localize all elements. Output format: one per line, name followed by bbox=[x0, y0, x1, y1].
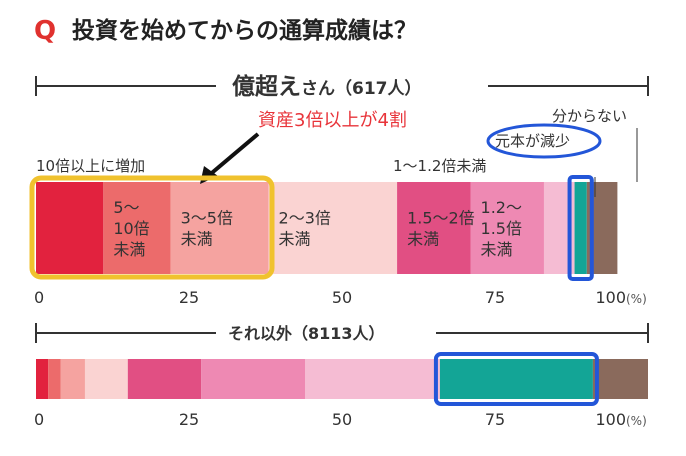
chart2-bar-6 bbox=[201, 359, 306, 399]
chart1-tick-25: 25 bbox=[179, 288, 199, 307]
annotation-text: 資産3倍以上が4割 bbox=[258, 110, 407, 131]
chart1-loss-circle bbox=[486, 123, 602, 159]
chart1-bar-label-4: 2〜3倍未満 bbox=[279, 209, 331, 249]
chart1-title-main: 億超え bbox=[232, 73, 301, 100]
chart2-tick-75: 75 bbox=[485, 410, 505, 429]
chart2-bar-5 bbox=[127, 359, 202, 399]
chart2-bar-7 bbox=[305, 359, 440, 399]
chart1-callout-10x: 10倍以上に増加 bbox=[36, 157, 145, 175]
chart1-highlight-box-3x-plus bbox=[29, 175, 275, 280]
chart1-bar-6 bbox=[470, 182, 544, 274]
chart1-bar-label-5: 1.5〜2倍未満 bbox=[407, 209, 475, 249]
chart1-bar-1 bbox=[36, 182, 104, 274]
chart2-bar-3 bbox=[60, 359, 85, 399]
chart1-tick-0: 0 bbox=[34, 288, 44, 307]
chart2-tick-25: 25 bbox=[179, 410, 199, 429]
chart1-highlight-box-loss bbox=[567, 175, 594, 281]
chart1-bar-label-line: 1.2〜 bbox=[481, 198, 522, 217]
chart2-bar-2 bbox=[48, 359, 61, 399]
chart2-bar-8 bbox=[439, 359, 593, 399]
chart1-bar-label-line: 1.5〜2倍 bbox=[407, 209, 475, 228]
question-title: 投資を始めてからの通算成績は？ bbox=[72, 18, 417, 44]
chart2-unit: (%) bbox=[626, 414, 647, 428]
chart1-bar-label-line: 未満 bbox=[181, 230, 213, 249]
chart1-tick-75: 75 bbox=[485, 288, 505, 307]
chart1-callout-loss: 元本が減少 bbox=[495, 132, 570, 150]
annotation-arrow-shaft bbox=[205, 132, 260, 179]
question-mark: Q bbox=[34, 16, 57, 46]
chart1-bar-label-line: 未満 bbox=[113, 240, 145, 259]
chart1-bar-label-line: 未満 bbox=[407, 230, 439, 249]
chart1-bar-label-2: 5〜 10倍未満 bbox=[113, 198, 149, 259]
chart1-bar-label-3: 3〜5倍未満 bbox=[181, 209, 233, 249]
chart1-tick-50: 50 bbox=[332, 288, 352, 307]
chart2-highlight-box-loss bbox=[433, 352, 599, 406]
chart1-bar-label-6: 1.2〜 1.5倍未満 bbox=[481, 198, 522, 259]
chart1-callout-1-1.2x: 1〜1.2倍未満 bbox=[393, 157, 486, 175]
chart1-bar-8 bbox=[574, 182, 587, 274]
chart1-title-rest: さん（617人） bbox=[301, 78, 422, 99]
chart1-bar-label-line: 未満 bbox=[481, 240, 513, 259]
chart2-title: それ以外（8113人） bbox=[228, 324, 385, 343]
chart2-bar-9 bbox=[592, 359, 648, 399]
chart2-bar-1 bbox=[36, 359, 49, 399]
chart2-tick-50: 50 bbox=[332, 410, 352, 429]
chart2-bar-4 bbox=[84, 359, 128, 399]
chart1-bar-2 bbox=[103, 182, 171, 274]
chart1-bar-label-line: 未満 bbox=[279, 230, 311, 249]
chart1-bar-5 bbox=[397, 182, 471, 274]
chart1-unit: (%) bbox=[626, 292, 647, 306]
chart2-tick-0: 0 bbox=[34, 410, 44, 429]
chart1-tick-100: 100 bbox=[595, 288, 626, 307]
chart1-bar-label-line: 2〜3倍 bbox=[279, 209, 331, 228]
chart1-title: 億超えさん（617人） bbox=[232, 73, 422, 100]
chart1-bar-label-line: 1.5倍 bbox=[481, 219, 522, 238]
chart1-callout-unknown: 分からない bbox=[552, 107, 627, 125]
chart1-bar-label-line: 5〜 bbox=[113, 198, 139, 217]
chart1-bar-3 bbox=[170, 182, 269, 274]
chart1-bar-4 bbox=[268, 182, 398, 274]
chart1-bar-label-line: 3〜5倍 bbox=[181, 209, 233, 228]
chart1-bar-label-line: 10倍 bbox=[113, 219, 149, 238]
chart2-tick-100: 100 bbox=[595, 410, 626, 429]
